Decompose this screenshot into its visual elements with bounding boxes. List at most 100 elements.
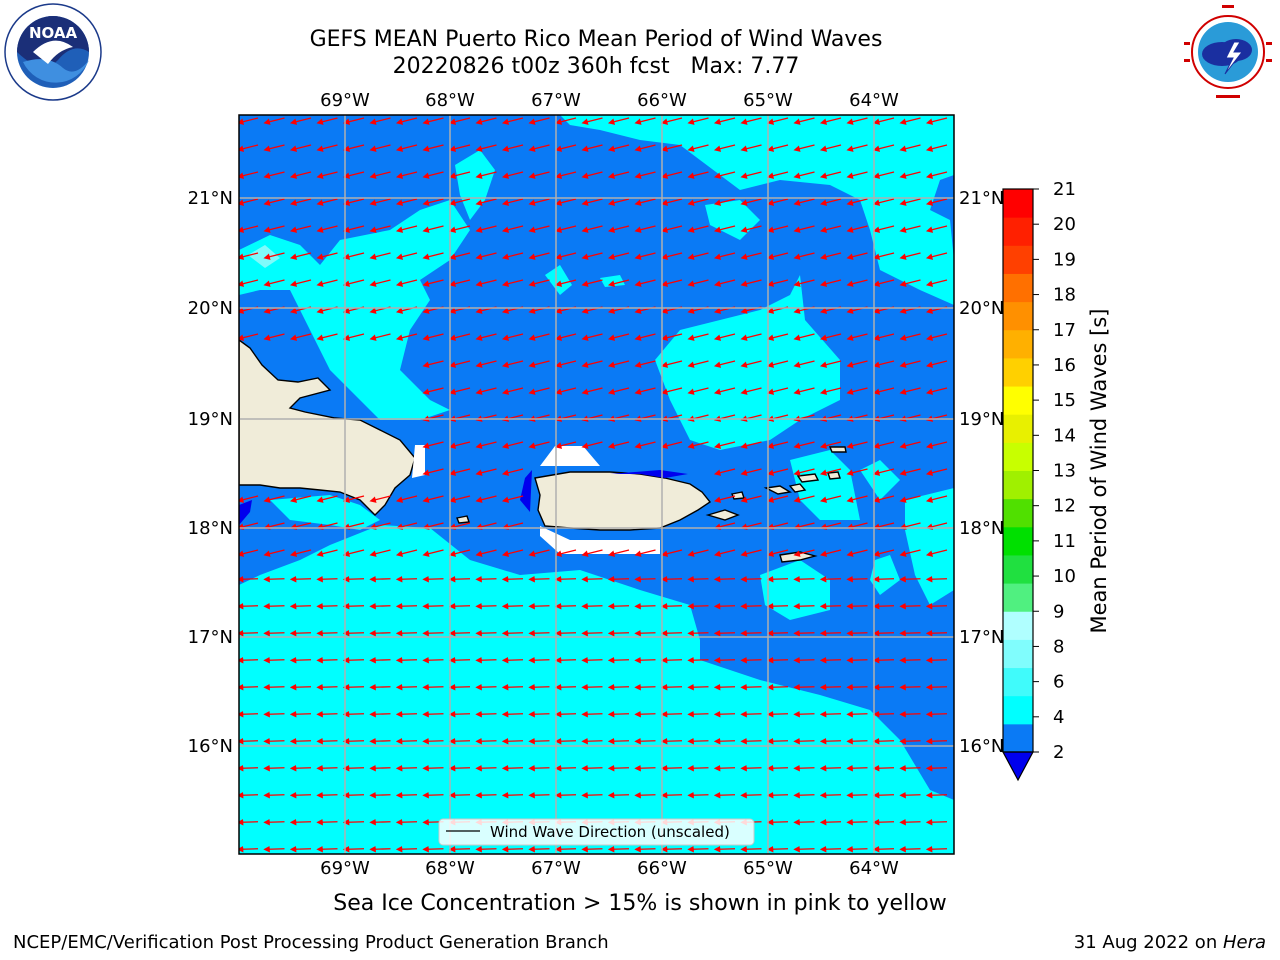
wind-wave-arrow — [793, 333, 815, 341]
wind-wave-arrow — [766, 252, 789, 260]
wind-wave-arrow — [607, 764, 630, 772]
wind-wave-arrow — [475, 549, 497, 557]
wind-wave-arrow — [819, 845, 842, 853]
wind-wave-arrow — [634, 575, 656, 583]
wind-wave-arrow — [239, 575, 259, 583]
wind-wave-arrow — [819, 387, 842, 395]
wind-wave-arrow — [395, 225, 418, 233]
wind-wave-arrow — [528, 387, 550, 395]
wind-wave-arrow — [740, 144, 762, 152]
wind-wave-arrow — [289, 737, 312, 745]
wind-wave-arrow — [872, 656, 895, 664]
colorbar-segment — [1003, 414, 1033, 443]
wind-wave-arrow — [475, 333, 497, 341]
wind-wave-arrow — [448, 495, 471, 503]
wind-wave-arrow — [395, 549, 418, 557]
colorbar-extend-min — [1001, 751, 1035, 782]
wind-wave-arrow — [607, 441, 630, 449]
wind-wave-arrow — [422, 575, 444, 583]
wind-wave-arrow — [819, 468, 842, 476]
wind-wave-arrow — [475, 225, 497, 233]
map-gridlines — [239, 115, 954, 854]
wind-wave-arrow — [925, 710, 948, 718]
wind-wave-arrow — [713, 791, 736, 799]
wind-wave-arrow — [634, 629, 656, 637]
wind-wave-arrow — [872, 845, 895, 853]
wind-wave-arrow — [740, 198, 762, 206]
wind-wave-arrow — [395, 845, 418, 853]
wind-wave-arrow — [607, 252, 630, 260]
wind-wave-arrow — [475, 656, 497, 664]
wind-wave-arrow — [263, 764, 285, 772]
wind-wave-arrow — [925, 387, 948, 395]
colorbar-tick-label: 15 — [1053, 390, 1076, 411]
wind-wave-arrow — [501, 602, 524, 610]
wind-wave-arrow — [740, 737, 762, 745]
wind-wave-arrow — [740, 656, 762, 664]
wind-wave-arrow — [607, 117, 630, 125]
wind-wave-arrow — [395, 656, 418, 664]
colorbar-segment — [1003, 498, 1033, 528]
lat-label-right: 20°N — [959, 298, 1004, 319]
wind-wave-arrow — [819, 117, 842, 125]
wind-wave-arrow — [475, 629, 497, 637]
wind-wave-arrow — [687, 171, 709, 179]
wind-wave-arrow — [554, 764, 577, 772]
wind-wave-arrow — [740, 791, 762, 799]
wind-wave-arrow — [501, 360, 524, 368]
wind-wave-arrow — [660, 252, 683, 260]
wind-wave-arrow — [687, 549, 709, 557]
wind-wave-arrow — [740, 387, 762, 395]
wind-wave-arrow — [475, 198, 497, 206]
wind-wave-arrow — [634, 602, 656, 610]
wind-wave-arrow — [475, 144, 497, 152]
legend-label: Wind Wave Direction (unscaled) — [490, 823, 730, 841]
wind-wave-arrow — [554, 117, 577, 125]
wind-wave-arrow — [846, 710, 868, 718]
wind-wave-arrow — [581, 629, 603, 637]
wind-wave-arrow — [239, 333, 259, 341]
wind-wave-arrow — [475, 764, 497, 772]
wind-wave-arrow — [846, 171, 868, 179]
wind-wave-arrow — [687, 117, 709, 125]
wind-wave-arrow — [846, 144, 868, 152]
wind-wave-arrow — [475, 171, 497, 179]
wind-wave-arrow — [634, 198, 656, 206]
wind-wave-arrow — [793, 171, 815, 179]
wind-wave-arrow — [528, 656, 550, 664]
lon-label-top: 67°W — [531, 90, 581, 111]
colorbar-tick-label: 17 — [1053, 320, 1076, 341]
colorbar-tick-label: 9 — [1053, 601, 1064, 622]
wind-wave-arrow — [819, 710, 842, 718]
wind-wave-arrow — [342, 549, 365, 557]
wind-wave-arrow — [713, 710, 736, 718]
wind-wave-arrow — [316, 818, 338, 826]
wind-wave-arrow — [422, 225, 444, 233]
wind-wave-arrow — [634, 549, 656, 557]
wind-wave-arrow — [475, 522, 497, 530]
wind-wave-arrow — [239, 791, 259, 799]
wind-wave-arrow — [899, 198, 921, 206]
wind-wave-arrow — [501, 441, 524, 449]
wind-wave-arrow — [793, 387, 815, 395]
wind-wave-arrow — [395, 710, 418, 718]
wind-wave-arrow — [793, 117, 815, 125]
wind-wave-arrow — [422, 522, 444, 530]
wind-wave-arrow — [422, 549, 444, 557]
wind-wave-arrow — [634, 333, 656, 341]
wind-wave-arrow — [369, 737, 391, 745]
wind-wave-arrow — [713, 764, 736, 772]
wind-wave-arrow — [422, 441, 444, 449]
wind-wave-arrow — [660, 360, 683, 368]
wind-wave-arrow — [793, 818, 815, 826]
wind-wave-arrow — [239, 845, 259, 853]
wind-wave-arrow — [501, 225, 524, 233]
wind-wave-arrow — [660, 198, 683, 206]
sea-ice-note: Sea Ice Concentration > 15% is shown in … — [0, 890, 1280, 918]
wind-wave-arrow — [554, 845, 577, 853]
wind-wave-arrow — [554, 683, 577, 691]
sea-ice-note-text: Sea Ice Concentration > 15% is shown in … — [333, 891, 947, 916]
wind-wave-arrow — [793, 144, 815, 152]
wind-wave-arrow — [713, 845, 736, 853]
wind-wave-arrow — [634, 171, 656, 179]
